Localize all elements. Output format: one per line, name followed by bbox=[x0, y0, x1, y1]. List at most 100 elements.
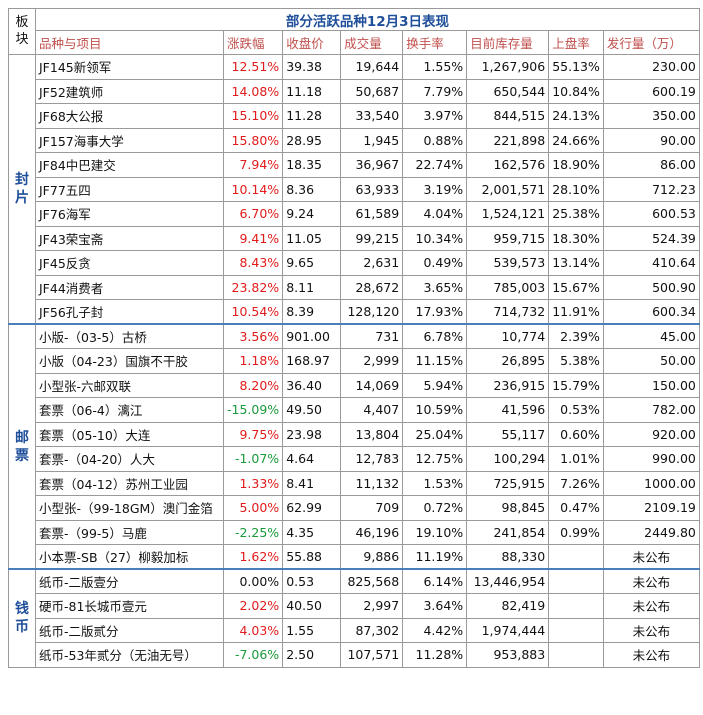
cell-listing: 0.53% bbox=[548, 397, 604, 423]
cell-close: 36.40 bbox=[282, 372, 342, 398]
cell-close: 901.00 bbox=[282, 323, 342, 349]
cell-turnover: 10.59% bbox=[402, 397, 468, 423]
cell-volume: 731 bbox=[340, 323, 404, 349]
cell-change: 10.54% bbox=[222, 299, 284, 325]
cell-name: 纸币-53年贰分（无油无号） bbox=[35, 642, 224, 668]
cell-listing bbox=[548, 617, 604, 643]
cell-close: 11.28 bbox=[282, 103, 342, 129]
cell-turnover: 11.15% bbox=[402, 348, 468, 374]
cell-volume: 61,589 bbox=[340, 201, 404, 227]
cell-change: -15.09% bbox=[222, 397, 284, 423]
cell-change: 23.82% bbox=[222, 274, 284, 300]
cell-close: 8.11 bbox=[282, 274, 342, 300]
table-row: JF76海军 6.70% 9.24 61,589 4.04% 1,524,121 25.38… bbox=[9, 201, 700, 227]
cell-name: JF45反贪 bbox=[35, 250, 224, 276]
cell-volume: 2,999 bbox=[340, 348, 404, 374]
cell-close: 1.55 bbox=[282, 617, 342, 643]
cell-change: 2.02% bbox=[222, 593, 284, 619]
cell-change: 6.70% bbox=[222, 201, 284, 227]
cell-change: 9.41% bbox=[222, 225, 284, 251]
cell-volume: 107,571 bbox=[340, 642, 404, 668]
table-row: JF44消费者 23.82% 8.11 28,672 3.65% 785,003 15.67… bbox=[9, 274, 700, 300]
cell-listing: 15.79% bbox=[548, 372, 604, 398]
cell-volume: 709 bbox=[340, 495, 404, 521]
table-row: 套票-（99-5）马鹿 -2.25% 4.35 46,196 19.10% 241,854… bbox=[9, 519, 700, 545]
cell-change: 8.43% bbox=[222, 250, 284, 276]
table-row: 小本票-SB（27）柳毅加标 1.62% 55.88 9,886 11.19% 88,33… bbox=[9, 544, 700, 570]
cell-name: JF68大公报 bbox=[35, 103, 224, 129]
cell-volume: 50,687 bbox=[340, 78, 404, 104]
cell-name: 小本票-SB（27）柳毅加标 bbox=[35, 544, 224, 570]
cell-listing: 7.26% bbox=[548, 470, 604, 496]
cell-volume: 19,644 bbox=[340, 54, 404, 80]
cell-volume: 28,672 bbox=[340, 274, 404, 300]
table-row: 小型张-（99-18GM）澳门金箔 5.00% 62.99 709 0.72% 98,84… bbox=[9, 495, 700, 521]
cell-volume: 11,132 bbox=[340, 470, 404, 496]
section-label-youpiao: 邮票 bbox=[8, 323, 36, 570]
cell-issue: 600.53 bbox=[602, 201, 700, 227]
cell-turnover: 3.65% bbox=[402, 274, 468, 300]
cell-stock: 725,915 bbox=[466, 470, 550, 496]
cell-stock: 82,419 bbox=[466, 593, 550, 619]
cell-volume: 87,302 bbox=[340, 617, 404, 643]
cell-volume: 13,804 bbox=[340, 421, 404, 447]
cell-listing bbox=[548, 642, 604, 668]
cell-name: JF52建筑师 bbox=[35, 78, 224, 104]
cell-listing: 18.90% bbox=[548, 152, 604, 178]
cell-listing bbox=[548, 544, 604, 570]
cell-volume: 36,967 bbox=[340, 152, 404, 178]
cell-issue: 未公布 bbox=[602, 617, 700, 643]
cell-change: 1.62% bbox=[222, 544, 284, 570]
cell-stock: 162,576 bbox=[466, 152, 550, 178]
cell-change: 14.08% bbox=[222, 78, 284, 104]
cell-name: 套票（04-12）苏州工业园 bbox=[35, 470, 224, 496]
cell-turnover: 11.28% bbox=[402, 642, 468, 668]
cell-stock: 100,294 bbox=[466, 446, 550, 472]
table-title: 部分活跃品种12月3日表现 bbox=[35, 8, 700, 31]
cell-stock: 13,446,954 bbox=[466, 568, 550, 594]
table-row: 套票（04-12）苏州工业园 1.33% 8.41 11,132 1.53% 725,91… bbox=[9, 470, 700, 496]
table-row: 套票-（04-20）人大 -1.07% 4.64 12,783 12.75% 100,29… bbox=[9, 446, 700, 472]
cell-volume: 4,407 bbox=[340, 397, 404, 423]
section-label-qianbi: 钱币 bbox=[8, 568, 36, 668]
table-row: JF77五四 10.14% 8.36 63,933 3.19% 2,001,571 28.1… bbox=[9, 176, 700, 202]
cell-close: 168.97 bbox=[282, 348, 342, 374]
cell-name: JF43荣宝斋 bbox=[35, 225, 224, 251]
cell-listing: 10.84% bbox=[548, 78, 604, 104]
cell-volume: 825,568 bbox=[340, 568, 404, 594]
cell-name: 小型张-六邮双联 bbox=[35, 372, 224, 398]
cell-issue: 600.19 bbox=[602, 78, 700, 104]
cell-name: 套票-（04-20）人大 bbox=[35, 446, 224, 472]
cell-close: 62.99 bbox=[282, 495, 342, 521]
cell-turnover: 1.55% bbox=[402, 54, 468, 80]
cell-close: 23.98 bbox=[282, 421, 342, 447]
cell-name: 小版（04-23）国旗不干胶 bbox=[35, 348, 224, 374]
cell-listing: 2.39% bbox=[548, 323, 604, 349]
table-row: 套票（06-4）漓江 -15.09% 49.50 4,407 10.59% 41,596 0… bbox=[9, 397, 700, 423]
cell-volume: 1,945 bbox=[340, 127, 404, 153]
cell-name: 套票（06-4）漓江 bbox=[35, 397, 224, 423]
cell-name: JF56孔子封 bbox=[35, 299, 224, 325]
table-row: JF56孔子封 10.54% 8.39 128,120 17.93% 714,732 11.… bbox=[9, 299, 700, 325]
cell-issue: 230.00 bbox=[602, 54, 700, 80]
cell-name: JF76海军 bbox=[35, 201, 224, 227]
table-row: 硬币-81长城币壹元 2.02% 40.50 2,997 3.64% 82,419 未公布 bbox=[9, 593, 700, 619]
cell-change: -1.07% bbox=[222, 446, 284, 472]
cell-close: 8.39 bbox=[282, 299, 342, 325]
col-header-change: 涨跌幅 bbox=[222, 30, 284, 55]
cell-close: 8.36 bbox=[282, 176, 342, 202]
cell-close: 40.50 bbox=[282, 593, 342, 619]
cell-stock: 953,883 bbox=[466, 642, 550, 668]
cell-close: 0.53 bbox=[282, 568, 342, 594]
cell-close: 55.88 bbox=[282, 544, 342, 570]
cell-volume: 2,997 bbox=[340, 593, 404, 619]
cell-change: 8.20% bbox=[222, 372, 284, 398]
cell-change: 12.51% bbox=[222, 54, 284, 80]
cell-stock: 98,845 bbox=[466, 495, 550, 521]
cell-listing: 24.66% bbox=[548, 127, 604, 153]
section-column-header: 板块 bbox=[8, 8, 36, 55]
cell-name: 小型张-（99-18GM）澳门金箔 bbox=[35, 495, 224, 521]
cell-close: 39.38 bbox=[282, 54, 342, 80]
table-row: 钱币 纸币-二版壹分 0.00% 0.53 825,568 6.14% 13,446,954… bbox=[8, 568, 700, 668]
cell-close: 11.18 bbox=[282, 78, 342, 104]
